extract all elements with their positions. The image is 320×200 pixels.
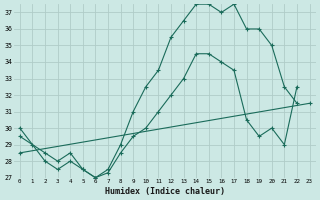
X-axis label: Humidex (Indice chaleur): Humidex (Indice chaleur): [105, 187, 225, 196]
